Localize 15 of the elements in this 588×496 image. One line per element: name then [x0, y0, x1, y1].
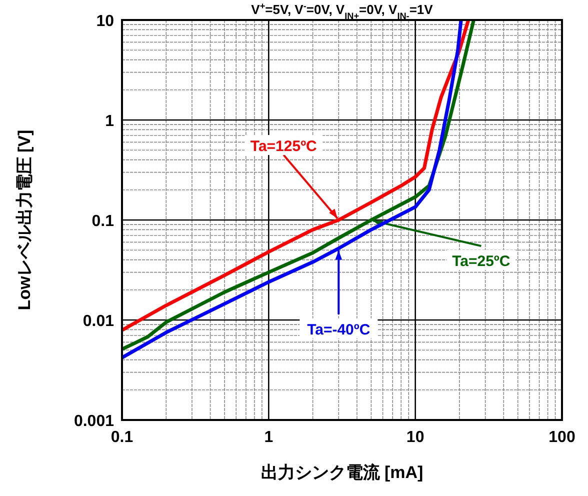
y-tick-label: 0.001: [74, 413, 114, 430]
y-tick-label: 0.1: [92, 213, 114, 230]
y-axis-title: Lowレベル出力電圧 [V]: [15, 130, 34, 310]
x-tick-label: 10: [406, 429, 424, 446]
y-tick-label: 1: [105, 113, 114, 130]
text: Ta=-40ºC: [307, 321, 370, 338]
y-tick-label: 10: [96, 13, 114, 30]
x-tick-label: 0.1: [110, 429, 134, 446]
chart-title: V$^{+}$=5V, V$^{-}$=0V, V$_{IN+}$=0V, V$_{IN-}$=1V: [251, 1, 433, 21]
x-axis-title: 出力シンク電流 [mA]: [260, 463, 424, 482]
text: Ta=125ºC: [250, 138, 318, 155]
x-tick-label: 1: [264, 429, 274, 446]
text: Ta=25ºC: [452, 253, 510, 270]
y-tick-label: 0.01: [82, 313, 114, 330]
x-tick-label: 100: [548, 429, 576, 446]
